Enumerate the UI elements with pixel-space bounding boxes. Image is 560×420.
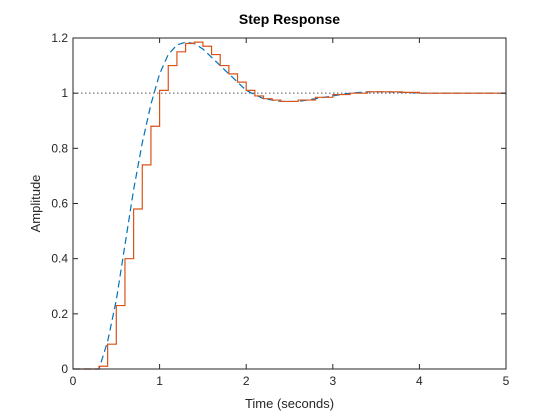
x-tick-label: 2 [243,374,250,388]
x-tick-layer: 0 1 2 3 4 5 [70,38,510,388]
y-tick-label: 0.4 [51,252,68,266]
y-tick-label: 1.2 [51,31,68,45]
y-axis-label: Amplitude [28,175,43,233]
x-axis-label: Time (seconds) [245,396,334,411]
x-tick-label: 3 [329,374,336,388]
x-tick-label: 5 [503,374,510,388]
x-tick-label: 1 [156,374,163,388]
x-tick-label: 4 [416,374,423,388]
y-tick-label: 0.8 [51,141,68,155]
chart-title: Step Response [239,11,340,27]
discrete-stairs-series [73,41,506,370]
y-tick-layer: 0 0.2 0.4 0.6 0.8 1 1.2 [51,31,506,376]
plot-area [73,38,506,369]
y-tick-label: 0.2 [51,307,68,321]
y-tick-label: 1 [61,86,68,100]
x-tick-label: 0 [70,374,77,388]
series-layer [73,41,506,370]
y-tick-label: 0 [61,362,68,376]
y-tick-label: 0.6 [51,197,68,211]
